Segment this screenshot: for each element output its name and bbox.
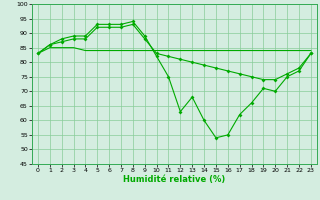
X-axis label: Humidité relative (%): Humidité relative (%)	[123, 175, 226, 184]
